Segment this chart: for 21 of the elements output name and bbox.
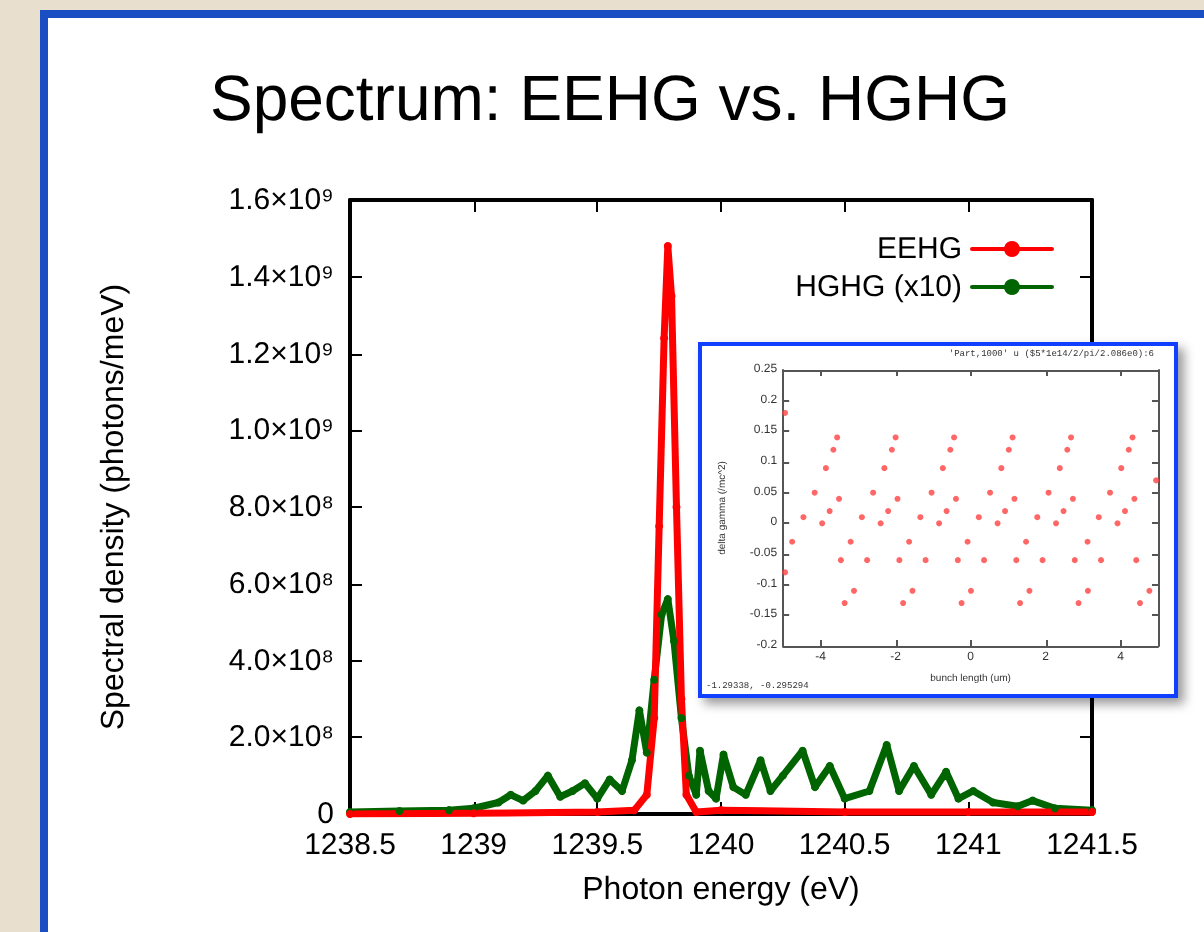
legend-label: EEHG <box>876 232 962 266</box>
x-tick-label: 1241.5 <box>1046 828 1138 862</box>
y-tick-label: 0 <box>317 797 334 831</box>
y-tick-label: 2.0×10⁸ <box>228 720 334 755</box>
x-tick-label: 1239 <box>440 828 508 862</box>
x-axis-title: Photon energy (eV) <box>582 873 860 907</box>
x-tick-label: 1238.5 <box>304 828 396 862</box>
y-tick-label: 1.0×10⁹ <box>228 413 334 448</box>
chart-title: Spectrum: EEHG vs. HGHG <box>209 62 1011 134</box>
y-tick-label: 6.0×10⁸ <box>228 566 334 601</box>
y-axis-title: Spectral density (photons/meV) <box>97 283 131 731</box>
y-tick-label: 1.2×10⁹ <box>228 336 334 371</box>
x-tick-label: 1239.5 <box>551 828 644 862</box>
x-tick-label: 1241 <box>934 828 1002 862</box>
x-tick-label: 1240.5 <box>798 828 891 862</box>
y-tick-label: 8.0×10⁸ <box>228 490 334 524</box>
y-tick-label: 1.4×10⁹ <box>228 259 334 294</box>
y-tick-label: 4.0×10⁸ <box>228 643 334 678</box>
y-tick-label: 1.6×10⁹ <box>228 183 334 217</box>
x-tick-label: 1240 <box>687 828 755 862</box>
legend-label: HGHG (x10) <box>795 270 963 304</box>
